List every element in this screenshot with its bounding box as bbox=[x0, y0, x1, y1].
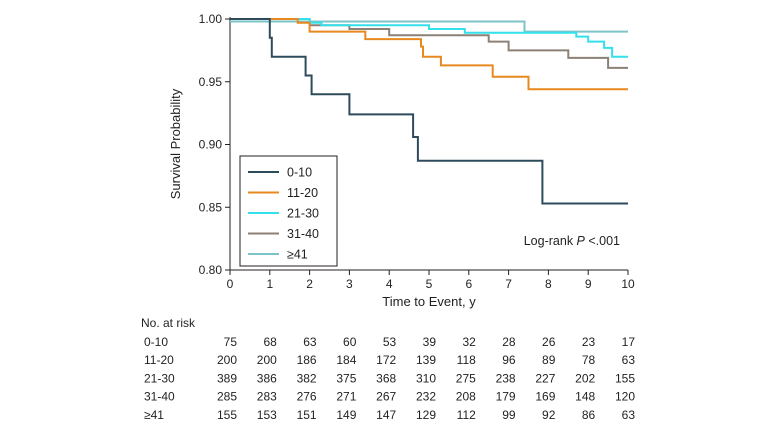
risk-cell: 63 bbox=[303, 335, 317, 349]
risk-cell: 310 bbox=[416, 371, 436, 385]
risk-cell: 200 bbox=[257, 353, 277, 367]
risk-cell: 99 bbox=[502, 408, 516, 422]
risk-cell: 60 bbox=[343, 335, 357, 349]
risk-cell: 271 bbox=[336, 390, 356, 404]
legend-label-31-40: 31-40 bbox=[287, 227, 319, 241]
risk-cell: 179 bbox=[496, 390, 516, 404]
risk-cell: 172 bbox=[376, 353, 396, 367]
risk-cell: 39 bbox=[423, 335, 437, 349]
x-tick-label: 5 bbox=[426, 277, 433, 291]
x-tick-label: 6 bbox=[465, 277, 472, 291]
risk-table: No. at risk 0-10 75 68 63 60 53 39 32 28 26 23 17 11-… bbox=[141, 316, 635, 422]
risk-row-label: ≥41 bbox=[144, 408, 164, 422]
risk-cell: 139 bbox=[416, 353, 436, 367]
risk-cell: 275 bbox=[456, 371, 476, 385]
y-tick-label: 0.80 bbox=[199, 263, 223, 277]
risk-cell: 96 bbox=[502, 353, 516, 367]
x-tick-label: 3 bbox=[346, 277, 353, 291]
risk-cell: 23 bbox=[582, 335, 596, 349]
series-line-21-30 bbox=[230, 18, 628, 58]
risk-cell: 129 bbox=[416, 408, 436, 422]
risk-cell: 375 bbox=[336, 371, 356, 385]
risk-cell: 53 bbox=[383, 335, 397, 349]
risk-cell: 155 bbox=[217, 408, 237, 422]
risk-row-label: 31-40 bbox=[144, 390, 175, 404]
y-tick-label: 0.90 bbox=[199, 138, 223, 152]
x-tick-label: 1 bbox=[266, 277, 273, 291]
x-axis-title: Time to Event, y bbox=[382, 294, 476, 309]
legend-label-21-30: 21-30 bbox=[287, 207, 319, 221]
risk-cell: 232 bbox=[416, 390, 436, 404]
risk-cell: 75 bbox=[224, 335, 238, 349]
risk-cell: 382 bbox=[297, 371, 317, 385]
y-tick-label: 0.95 bbox=[199, 75, 223, 89]
legend-label-≥41: ≥41 bbox=[287, 248, 308, 262]
risk-cell: 112 bbox=[457, 408, 476, 422]
axes: 0.80 0.85 0.90 0.95 1.00 0 1 2 3 4 5 6 7 8 9 10 bbox=[199, 12, 635, 291]
x-tick-label: 9 bbox=[585, 277, 592, 291]
risk-cell: 169 bbox=[535, 390, 555, 404]
risk-cell: 285 bbox=[217, 390, 237, 404]
risk-cell: 186 bbox=[297, 353, 317, 367]
risk-cell: 92 bbox=[542, 408, 556, 422]
risk-cell: 200 bbox=[217, 353, 237, 367]
risk-row-label: 0-10 bbox=[144, 335, 168, 349]
x-tick-label: 0 bbox=[227, 277, 234, 291]
legend: 0-10 11-20 21-30 31-40 ≥41 bbox=[239, 155, 338, 267]
risk-cell: 184 bbox=[336, 353, 356, 367]
x-tick-label: 10 bbox=[621, 277, 635, 291]
risk-cell: 68 bbox=[263, 335, 277, 349]
risk-cell: 26 bbox=[542, 335, 556, 349]
risk-cell: 153 bbox=[257, 408, 277, 422]
risk-cell: 63 bbox=[622, 353, 636, 367]
y-tick-label: 0.85 bbox=[199, 200, 223, 214]
risk-cell: 386 bbox=[257, 371, 277, 385]
risk-cell: 151 bbox=[297, 408, 317, 422]
risk-cell: 368 bbox=[376, 371, 396, 385]
x-tick-label: 2 bbox=[306, 277, 313, 291]
risk-cell: 28 bbox=[502, 335, 516, 349]
risk-row-label: 11-20 bbox=[144, 353, 174, 367]
x-tick-label: 7 bbox=[505, 277, 512, 291]
risk-cell: 120 bbox=[615, 390, 635, 404]
risk-cell: 276 bbox=[297, 390, 317, 404]
risk-cell: 148 bbox=[575, 390, 595, 404]
risk-table-header: No. at risk bbox=[141, 316, 196, 330]
x-tick-label: 4 bbox=[386, 277, 393, 291]
risk-cell: 147 bbox=[376, 408, 396, 422]
survival-curves bbox=[230, 18, 628, 205]
series-line-0-10 bbox=[230, 18, 628, 205]
risk-cell: 227 bbox=[535, 371, 555, 385]
risk-cell: 267 bbox=[376, 390, 396, 404]
risk-cell: 78 bbox=[582, 353, 596, 367]
risk-row-label: 21-30 bbox=[144, 371, 175, 385]
risk-cell: 202 bbox=[575, 371, 595, 385]
risk-cell: 283 bbox=[257, 390, 277, 404]
risk-cell: 208 bbox=[456, 390, 476, 404]
x-tick-label: 8 bbox=[545, 277, 552, 291]
risk-cell: 149 bbox=[336, 408, 356, 422]
risk-cell: 89 bbox=[542, 353, 556, 367]
series-line-≥41 bbox=[230, 20, 628, 33]
logrank-suffix: <.001 bbox=[585, 234, 620, 248]
y-axis-title: Survival Probability bbox=[168, 88, 183, 199]
risk-cell: 118 bbox=[457, 353, 476, 367]
risk-cell: 238 bbox=[496, 371, 516, 385]
legend-label-11-20: 11-20 bbox=[287, 186, 318, 200]
logrank-annotation: Log-rank P <.001 bbox=[524, 234, 620, 248]
y-tick-label: 1.00 bbox=[199, 12, 223, 26]
risk-cell: 63 bbox=[622, 408, 636, 422]
series-line-11-20 bbox=[230, 18, 628, 91]
legend-box bbox=[239, 155, 338, 267]
logrank-p: P bbox=[577, 234, 586, 248]
risk-cell: 389 bbox=[217, 371, 237, 385]
risk-cell: 155 bbox=[615, 371, 635, 385]
logrank-prefix: Log-rank bbox=[524, 234, 577, 248]
legend-label-0-10: 0-10 bbox=[287, 166, 312, 180]
risk-cell: 17 bbox=[622, 335, 636, 349]
risk-cell: 32 bbox=[462, 335, 476, 349]
risk-cell: 86 bbox=[582, 408, 596, 422]
